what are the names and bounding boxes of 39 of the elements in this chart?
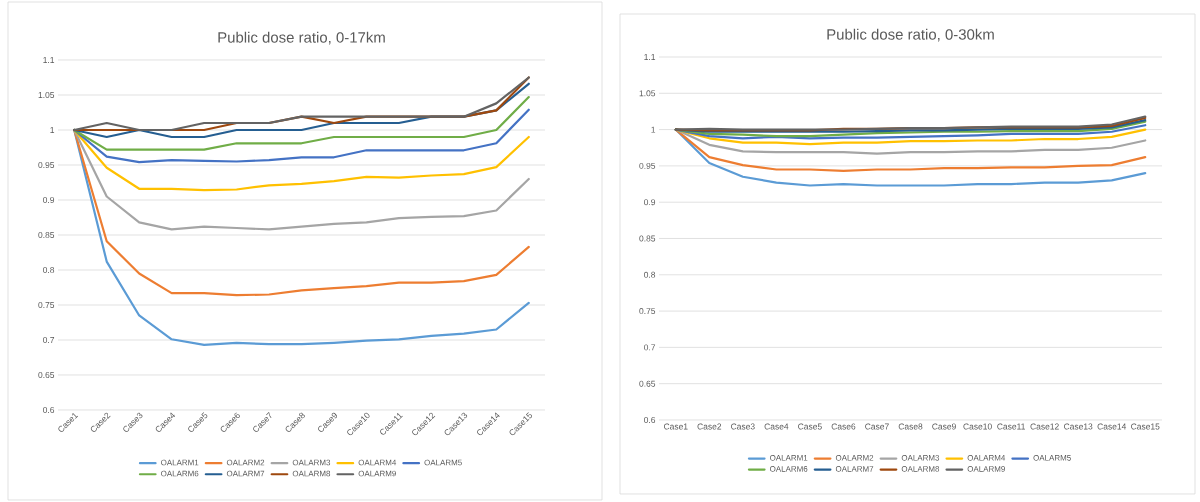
- y-tick-label: 1: [651, 126, 656, 133]
- y-tick-label: 1.1: [644, 54, 656, 60]
- y-tick-label: 0.95: [639, 162, 656, 169]
- y-tick-label: 0.85: [639, 235, 656, 242]
- x-tick-label: Case13: [1064, 423, 1093, 430]
- x-tick-label: Case4: [764, 423, 789, 430]
- y-tick-label: 0.75: [38, 301, 55, 308]
- y-tick-label: 0.75: [639, 308, 656, 315]
- y-tick-label: 0.9: [644, 199, 656, 206]
- y-tick-label: 0.6: [43, 406, 55, 413]
- x-tick-label: Case14: [1097, 423, 1127, 430]
- x-tick-label: Case10: [963, 423, 992, 430]
- x-tick-label: Case15: [1131, 423, 1160, 430]
- x-tick-label: Case8: [898, 423, 923, 430]
- x-tick-label: Case6: [831, 423, 856, 430]
- y-tick-label: 0.65: [38, 371, 55, 378]
- x-tick-label: Case7: [865, 423, 889, 430]
- chart-title: Public dose ratio, 0-17km: [218, 31, 385, 45]
- y-tick-label: 0.8: [43, 266, 55, 273]
- y-tick-label: 0.95: [38, 161, 55, 168]
- x-tick-label: Case5: [798, 423, 822, 430]
- y-tick-label: 0.85: [38, 231, 55, 238]
- y-tick-label: 1: [50, 127, 55, 133]
- y-tick-label: 0.7: [644, 344, 656, 351]
- y-tick-label: 0.6: [644, 416, 656, 423]
- chart-title: Public dose ratio, 0-30km: [827, 28, 994, 42]
- x-tick-label: Case9: [932, 423, 956, 430]
- x-tick-label: Case3: [731, 423, 755, 430]
- y-tick-label: 0.65: [639, 380, 656, 387]
- x-tick-label: Case2: [697, 423, 722, 430]
- y-tick-label: 1.05: [38, 91, 55, 98]
- y-tick-label: 1.1: [43, 57, 55, 63]
- x-tick-label: Case12: [1030, 423, 1059, 430]
- y-tick-label: 0.8: [644, 271, 656, 278]
- x-tick-label: Case11: [997, 423, 1025, 430]
- x-tick-label: Case1: [663, 423, 688, 430]
- y-tick-label: 0.7: [43, 336, 55, 343]
- y-tick-label: 0.9: [43, 196, 55, 203]
- y-tick-label: 1.05: [639, 90, 656, 97]
